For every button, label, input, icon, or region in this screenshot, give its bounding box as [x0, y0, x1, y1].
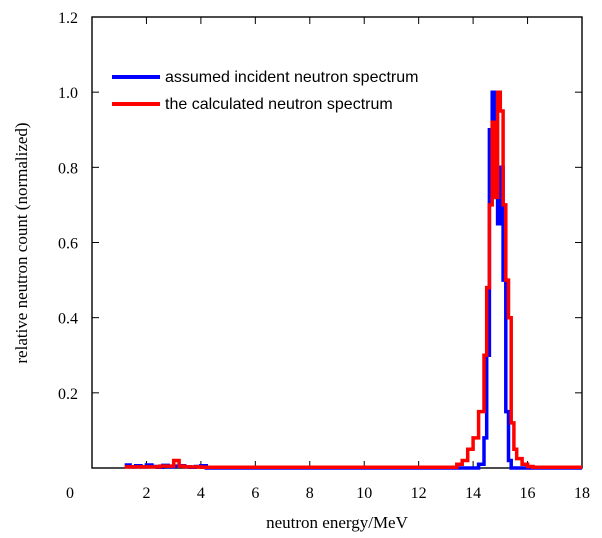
- y-tick-label: 0.6: [58, 236, 78, 253]
- y-tick-label: 1.2: [58, 10, 78, 27]
- series-line-assumed: [124, 90, 582, 470]
- x-tick-label: 2: [142, 485, 150, 502]
- x-tick-label: 18: [574, 485, 590, 502]
- x-tick-label: 10: [356, 485, 372, 502]
- legend-label-assumed: assumed incident neutron spectrum: [165, 69, 418, 86]
- x-tick-label: 12: [411, 485, 427, 502]
- x-tick-label: 14: [465, 485, 481, 502]
- x-tick-label: 0: [66, 485, 74, 502]
- y-axis-title: relative neutron count (normalized): [12, 122, 31, 363]
- x-tick-label: 6: [251, 485, 259, 502]
- x-tick-label: 8: [306, 485, 314, 502]
- y-tick-label: 0.4: [58, 311, 78, 328]
- y-tick-label: 0.2: [58, 386, 78, 403]
- series-layer: [124, 90, 582, 470]
- y-tick-label: 0.8: [58, 160, 78, 177]
- series-line-calculated: [124, 90, 582, 469]
- y-tick-label: 1.0: [58, 85, 78, 102]
- x-tick-label: 4: [197, 485, 205, 502]
- legend-label-calculated: the calculated neutron spectrum: [165, 96, 393, 113]
- x-axis-title: neutron energy/MeV: [266, 513, 409, 532]
- legend: assumed incident neutron spectrum the ca…: [112, 69, 418, 113]
- axis-ticks: 0 2 4 6 8 10 12 14 16 18 0.2 0.4 0.6 0.8 1.0 1.2: [58, 10, 590, 502]
- x-tick-label: 16: [520, 485, 536, 502]
